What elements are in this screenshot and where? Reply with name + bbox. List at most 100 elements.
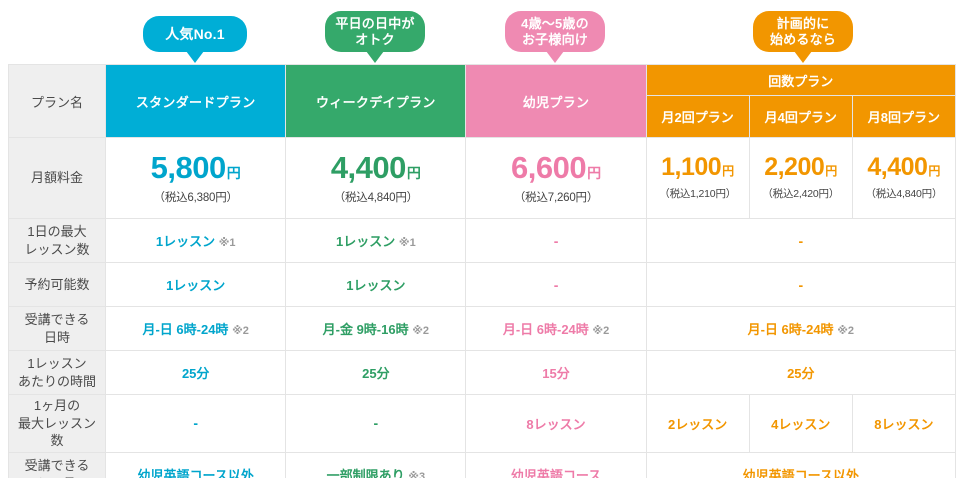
- price-standard-tax: （税込6,380円）: [153, 191, 238, 204]
- cell-lesson-length-toddler: 15分: [465, 350, 647, 395]
- price-m8: 4,400円: [856, 155, 952, 180]
- badge-toddler-label: 4歳〜5歳の お子様向け: [521, 16, 589, 47]
- rowlabel-lesson-length: 1レッスン あたりの時間: [7, 350, 107, 395]
- rowlabel-max-monthly-line2: 最大レッスン数: [18, 415, 97, 449]
- table-header-row-sub: 月2回プラン 月4回プラン 月8回プラン: [9, 95, 957, 138]
- rowlabel-courses: 受講できる コース: [7, 451, 107, 478]
- cell-max-daily-weekday: 1レッスン ※1: [285, 218, 467, 263]
- price-standard-amount: 5,800: [150, 149, 227, 185]
- table-header-row-group: プラン名 スタンダードプラン ウィークデイプラン 幼児プラン 回数プラン: [7, 64, 957, 138]
- badge-weekday-line1: 平日の日中が: [335, 16, 415, 32]
- rowlabel-schedule-line2: 日時: [44, 329, 71, 345]
- cell-price-standard: 5,800円 （税込6,380円）: [105, 137, 287, 219]
- value-schedule-toddler: 月-日 6時-24時: [502, 322, 589, 337]
- price-m8-amount: 4,400: [867, 153, 928, 181]
- cell-max-daily-standard: 1レッスン ※1: [105, 218, 287, 263]
- price-m4: 2,200円: [753, 155, 849, 180]
- price-m8-tax: （税込4,840円）: [865, 188, 943, 200]
- cell-courses-kaisu: 幼児英語コース以外: [645, 451, 957, 478]
- header-subplan-m4[interactable]: 月4回プラン: [748, 95, 853, 138]
- badge-weekday-label: 平日の日中が オトク: [335, 16, 414, 47]
- cell-reservable-toddler: -: [465, 262, 647, 307]
- price-m4-unit: 円: [825, 164, 838, 178]
- badge-planned-label: 計画的に 始めるなら: [770, 16, 836, 47]
- price-toddler-amount: 6,600: [510, 149, 587, 185]
- cell-lesson-length-standard: 25分: [105, 350, 287, 395]
- price-toddler: 6,600円: [469, 152, 642, 183]
- cell-reservable-weekday: 1レッスン: [285, 262, 467, 307]
- cell-max-monthly-weekday: -: [285, 394, 467, 453]
- header-plan-standard[interactable]: スタンダードプラン: [105, 64, 287, 138]
- cell-courses-standard: 幼児英語コース以外: [105, 451, 287, 478]
- rowlabel-price: 月額料金: [7, 137, 107, 219]
- cell-schedule-weekday: 月-金 9時-16時 ※2: [285, 306, 467, 351]
- rowlabel-courses-line2: コース: [38, 475, 76, 478]
- cell-max-daily-kaisu: -: [645, 218, 957, 263]
- cell-max-monthly-standard: -: [105, 394, 287, 453]
- rowlabel-reservable: 予約可能数: [7, 262, 107, 307]
- badge-toddler-line2: お子様向け: [521, 31, 588, 47]
- note-courses-weekday: ※3: [408, 470, 426, 478]
- badge-planned-tail: [794, 51, 812, 63]
- note-max-daily-standard: ※1: [218, 237, 236, 249]
- header-subplan-m8[interactable]: 月8回プラン: [851, 95, 957, 138]
- table-row-schedule: 受講できる 日時 月-日 6時-24時 ※2 月-金 9時-16時 ※2 月-日…: [7, 306, 957, 351]
- badge-popular-tail: [186, 51, 204, 63]
- badge-weekday-line2: オトク: [355, 31, 395, 47]
- price-weekday: 4,400円: [289, 152, 462, 183]
- price-weekday-amount: 4,400: [330, 149, 407, 185]
- cell-schedule-kaisu: 月-日 6時-24時 ※2: [645, 306, 957, 351]
- value-max-daily-weekday: 1レッスン: [336, 234, 396, 249]
- table-row-max-daily: 1日の最大 レッスン数 1レッスン ※1 1レッスン ※1 - -: [7, 218, 957, 263]
- rowlabel-lesson-length-line2: あたりの時間: [18, 373, 97, 389]
- note-max-daily-weekday: ※1: [398, 237, 416, 249]
- price-standard: 5,800円: [109, 152, 282, 183]
- cell-reservable-kaisu: -: [645, 262, 957, 307]
- table-row-courses: 受講できる コース 幼児英語コース以外 一部制限あり ※3 幼児英語コース 幼児…: [7, 451, 957, 478]
- price-m2-amount: 1,100: [661, 153, 722, 181]
- rowlabel-schedule: 受講できる 日時: [7, 306, 107, 351]
- price-m4-amount: 2,200: [764, 153, 825, 181]
- rowlabel-max-daily-line1: 1日の最大: [27, 223, 87, 239]
- badge-planned-line1: 計画的に: [776, 16, 830, 32]
- plan-comparison-table: プラン名 スタンダードプラン ウィークデイプラン 幼児プラン 回数プラン 月2回…: [7, 64, 957, 478]
- price-m2-unit: 円: [722, 164, 735, 178]
- cell-schedule-standard: 月-日 6時-24時 ※2: [105, 306, 287, 351]
- price-m2: 1,100円: [650, 155, 746, 180]
- price-toddler-unit: 円: [587, 164, 602, 181]
- rowlabel-max-daily: 1日の最大 レッスン数: [7, 218, 107, 263]
- cell-price-m2: 1,100円 （税込1,210円）: [645, 137, 750, 219]
- badge-popular-label: 人気No.1: [165, 25, 225, 42]
- header-plan-toddler[interactable]: 幼児プラン: [465, 64, 647, 138]
- value-schedule-kaisu: 月-日 6時-24時: [747, 322, 834, 337]
- cell-price-toddler: 6,600円 （税込7,260円）: [465, 137, 647, 219]
- header-plan-weekday[interactable]: ウィークデイプラン: [285, 64, 467, 138]
- value-courses-weekday: 一部制限あり: [326, 467, 405, 478]
- table-row-lesson-length: 1レッスン あたりの時間 25分 25分 15分 25分: [7, 350, 957, 395]
- cell-max-monthly-m8: 8レッスン: [851, 394, 957, 453]
- price-standard-unit: 円: [226, 164, 241, 181]
- cell-courses-toddler: 幼児英語コース: [465, 451, 647, 478]
- value-schedule-weekday: 月-金 9時-16時: [322, 322, 409, 337]
- value-schedule-standard: 月-日 6時-24時: [142, 322, 229, 337]
- cell-price-m8: 4,400円 （税込4,840円）: [851, 137, 957, 219]
- cell-price-m4: 2,200円 （税込2,420円）: [748, 137, 853, 219]
- cell-lesson-length-weekday: 25分: [285, 350, 467, 395]
- cell-max-monthly-m4: 4レッスン: [748, 394, 853, 453]
- cell-courses-weekday: 一部制限あり ※3: [285, 451, 467, 478]
- badge-toddler-tail: [546, 51, 564, 63]
- price-m2-tax: （税込1,210円）: [659, 188, 737, 200]
- cell-max-monthly-toddler: 8レッスン: [465, 394, 647, 453]
- price-toddler-tax: （税込7,260円）: [513, 191, 599, 204]
- table-row-max-monthly: 1ヶ月の 最大レッスン数 - - 8レッスン 2レッスン 4レッスン 8レッスン: [7, 394, 957, 453]
- header-subplan-m2[interactable]: 月2回プラン: [645, 95, 750, 138]
- rowlabel-courses-line1: 受講できる: [24, 457, 90, 473]
- note-schedule-kaisu: ※2: [837, 325, 854, 337]
- note-schedule-toddler: ※2: [592, 325, 610, 337]
- badge-weekday-tail: [366, 51, 384, 63]
- cell-lesson-length-kaisu: 25分: [645, 350, 957, 395]
- cell-schedule-toddler: 月-日 6時-24時 ※2: [465, 306, 647, 351]
- price-m4-tax: （税込2,420円）: [762, 188, 840, 200]
- rowlabel-max-monthly: 1ヶ月の 最大レッスン数: [7, 394, 107, 453]
